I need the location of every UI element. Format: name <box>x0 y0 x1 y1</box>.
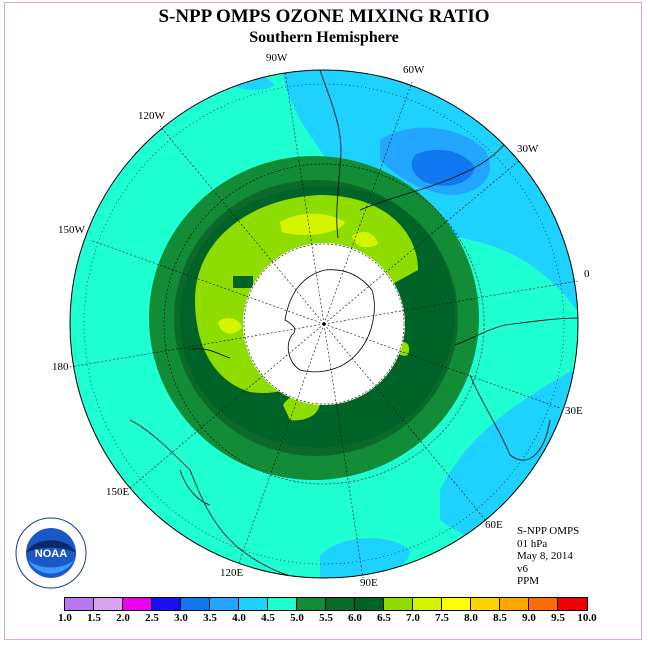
colorbar-label: 6.5 <box>377 612 391 624</box>
colorbar-swatch <box>471 598 500 610</box>
colorbar-label: 10.0 <box>577 612 597 624</box>
colorbar-swatch <box>500 598 529 610</box>
info-block: S-NPP OMPS 01 hPa May 8, 2014 v6 PPM <box>517 525 579 588</box>
map-boundary <box>69 69 579 579</box>
lon-label-150w: 150W <box>58 224 86 236</box>
colorbar-swatch <box>123 598 152 610</box>
lon-label-30e: 30E <box>565 405 583 417</box>
colorbar-swatch <box>558 598 587 610</box>
ozone-field <box>70 70 578 578</box>
colorbar-swatch <box>94 598 123 610</box>
map-subtitle: Southern Hemisphere <box>249 29 399 46</box>
lon-label-90w: 90W <box>266 52 288 64</box>
colorbar-swatch <box>413 598 442 610</box>
lon-label-180: 180 <box>52 361 69 373</box>
colorbar-label: 1.0 <box>58 612 72 624</box>
info-version: v6 <box>517 562 528 575</box>
colorbar-label: 2.5 <box>145 612 159 624</box>
colorbar-label: 4.5 <box>261 612 275 624</box>
colorbar-label: 9.0 <box>522 612 536 624</box>
lon-label-0: 0 <box>584 268 590 280</box>
logo-text: NOAA <box>35 548 67 560</box>
colorbar-swatch <box>181 598 210 610</box>
lon-label-60e: 60E <box>485 519 503 531</box>
lon-label-90e: 90E <box>360 577 378 589</box>
lon-label-120w: 120W <box>138 110 166 122</box>
colorbar-label: 3.5 <box>203 612 217 624</box>
info-units: PPM <box>517 575 540 587</box>
map-title: S-NPP OMPS OZONE MIXING RATIO <box>158 6 490 27</box>
south-pole-marker <box>322 322 326 326</box>
colorbar-label: 3.0 <box>174 612 188 624</box>
colorbar-label: 8.0 <box>464 612 478 624</box>
lon-label-120e: 120E <box>220 567 244 579</box>
colorbar-label: 5.5 <box>319 612 333 624</box>
colorbar-swatch <box>297 598 326 610</box>
colorbar-swatch <box>65 598 94 610</box>
colorbar-label: 1.5 <box>87 612 101 624</box>
noaa-logo: NOAA <box>15 517 87 589</box>
colorbar-swatch <box>210 598 239 610</box>
colorbar-label: 5.0 <box>290 612 304 624</box>
colorbar-label: 9.5 <box>551 612 565 624</box>
colorbar-label: 7.5 <box>435 612 449 624</box>
colorbar-swatch <box>326 598 355 610</box>
colorbar-swatch <box>152 598 181 610</box>
graticule <box>69 70 579 579</box>
colorbar-label: 6.0 <box>348 612 362 624</box>
info-level: 01 hPa <box>517 537 548 550</box>
figure-frame <box>4 2 642 640</box>
info-date: May 8, 2014 <box>517 550 573 562</box>
colorbar-swatch <box>239 598 268 610</box>
colorbar-swatch <box>355 598 384 610</box>
colorbar-swatch <box>384 598 413 610</box>
colorbar-label: 4.0 <box>232 612 246 624</box>
colorbar-label: 2.0 <box>116 612 130 624</box>
colorbar-swatch <box>529 598 558 610</box>
info-instrument: S-NPP OMPS <box>517 525 580 537</box>
colorbar-swatch <box>442 598 471 610</box>
lon-label-60w: 60W <box>403 64 425 76</box>
lon-label-30w: 30W <box>517 143 539 155</box>
colorbar-labels: 1.0 1.5 2.0 2.5 3.0 3.5 4.0 4.5 5.0 5.5 6.0 6.5 7.0 7… <box>0 612 648 626</box>
colorbar-swatch <box>268 598 297 610</box>
lon-label-150e: 150E <box>106 486 130 498</box>
colorbar-label: 7.0 <box>406 612 420 624</box>
colorbar-label: 8.5 <box>493 612 507 624</box>
colorbar <box>64 597 588 611</box>
